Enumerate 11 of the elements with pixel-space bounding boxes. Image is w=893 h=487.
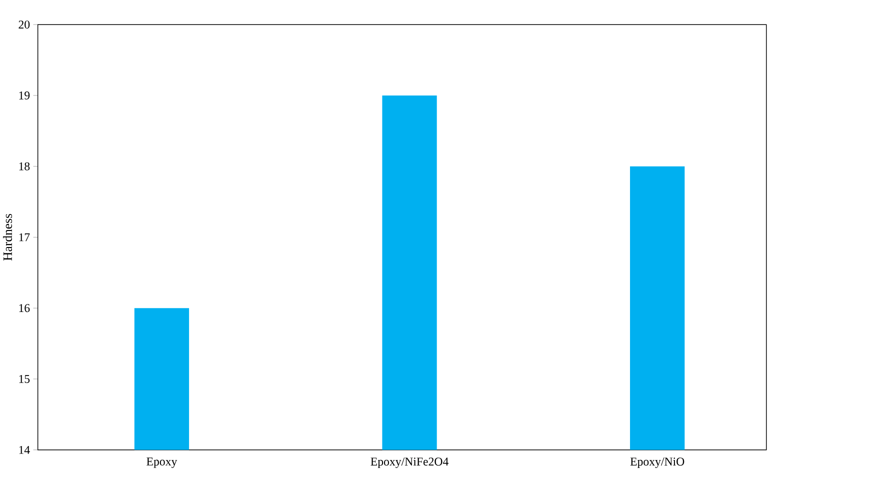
- y-tick-label: 15: [19, 374, 30, 383]
- y-tick-label: 14: [19, 446, 30, 454]
- y-tick-label: 17: [19, 233, 30, 242]
- y-axis-title: Hardness: [3, 214, 12, 260]
- y-tick-label: 18: [19, 162, 30, 170]
- x-tick-label: Epoxy: [146, 458, 178, 468]
- x-tick-label: Epoxy/NiFe2O4: [370, 458, 448, 468]
- y-tick-label: 16: [19, 304, 30, 312]
- y-tick-label: 19: [19, 91, 30, 100]
- y-tick-label: 20: [18, 20, 30, 28]
- x-tick-label: Epoxy/NiO: [630, 458, 684, 468]
